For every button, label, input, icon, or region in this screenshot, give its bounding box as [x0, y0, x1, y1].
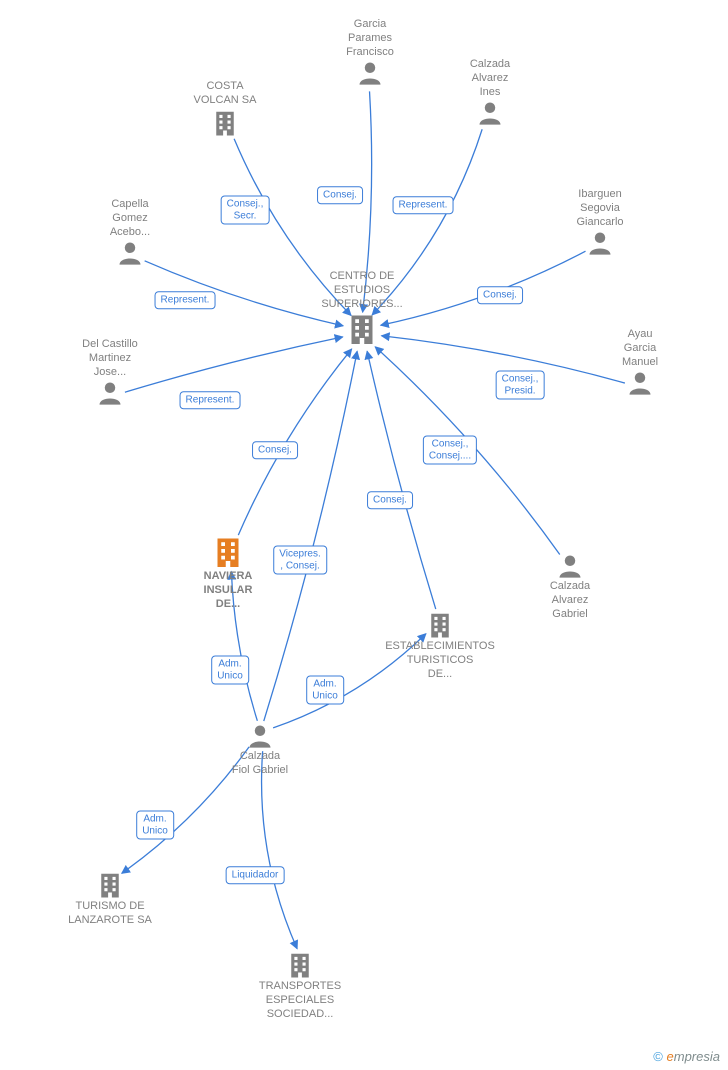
node-label: CalzadaFiol Gabriel [200, 750, 320, 778]
edge-label-garcia-centro: Consej. [317, 186, 363, 204]
node-label-line: Acebo... [70, 226, 190, 240]
copyright-symbol: © [653, 1049, 663, 1064]
node-label-line: Calzada [200, 750, 320, 764]
node-label: CapellaGomezAcebo... [70, 198, 190, 239]
edge-label-costa-centro: Consej., Secr. [221, 196, 270, 225]
node-label: CalzadaAlvarezGabriel [510, 580, 630, 621]
footer-credit: © empresia [653, 1049, 720, 1064]
node-garcia[interactable]: GarciaParamesFrancisco [310, 18, 430, 87]
node-label-line: Parames [310, 32, 430, 46]
node-label-line: Calzada [430, 58, 550, 72]
edge-label-naviera-centro: Consej. [252, 441, 298, 459]
node-label-line: ESTUDIOS [302, 284, 422, 298]
node-label-line: Del Castillo [50, 338, 170, 352]
edge-establec-centro [367, 351, 436, 609]
node-ibarguen[interactable]: IbarguenSegoviaGiancarlo [540, 188, 660, 257]
node-transp[interactable]: TRANSPORTESESPECIALESSOCIEDAD... [240, 950, 360, 1021]
node-label: ESTABLECIMIENTOSTURISTICOSDE... [380, 640, 500, 681]
node-label: Del CastilloMartinezJose... [50, 338, 170, 379]
node-label-line: INSULAR [168, 584, 288, 598]
edge-label-ayau-centro: Consej., Presid. [496, 371, 545, 400]
node-label: CalzadaAlvarezInes [430, 58, 550, 99]
node-label-line: Fiol Gabriel [200, 764, 320, 778]
node-label-line: VOLCAN SA [165, 94, 285, 108]
node-label-line: Francisco [310, 46, 430, 60]
node-label-line: Capella [70, 198, 190, 212]
edge-label-delcast-centro: Represent. [180, 391, 241, 409]
node-label: COSTAVOLCAN SA [165, 80, 285, 108]
edge-fiol-transp [262, 751, 298, 949]
edge-label-fiol-centro: Vicepres. , Consej. [273, 546, 327, 575]
node-label-line: Gomez [70, 212, 190, 226]
brand-first-letter: e [667, 1049, 674, 1064]
node-centro[interactable]: CENTRO DEESTUDIOSSUPERIORES... [302, 270, 422, 347]
node-label-line: Jose... [50, 366, 170, 380]
node-label-line: CENTRO DE [302, 270, 422, 284]
node-capella[interactable]: CapellaGomezAcebo... [70, 198, 190, 267]
node-label-line: Garcia [580, 342, 700, 356]
node-naviera[interactable]: NAVIERAINSULARDE... [168, 534, 288, 611]
node-label-line: Ines [430, 86, 550, 100]
node-label-line: TURISMO DE [50, 900, 170, 914]
node-label: CENTRO DEESTUDIOSSUPERIORES... [302, 270, 422, 311]
node-label-line: Alvarez [510, 594, 630, 608]
node-costa[interactable]: COSTAVOLCAN SA [165, 80, 285, 138]
edge-label-capella-centro: Represent. [155, 291, 216, 309]
brand-rest: mpresia [674, 1049, 720, 1064]
edge-label-calzada_i-centro: Represent. [393, 196, 454, 214]
node-label-line: Martinez [50, 352, 170, 366]
node-label: NAVIERAINSULARDE... [168, 570, 288, 611]
node-ayau[interactable]: AyauGarciaManuel [580, 328, 700, 397]
node-label-line: Manuel [580, 356, 700, 370]
node-label-line: COSTA [165, 80, 285, 94]
node-label: AyauGarciaManuel [580, 328, 700, 369]
node-calzada_g[interactable]: CalzadaAlvarezGabriel [510, 552, 630, 621]
node-label: IbarguenSegoviaGiancarlo [540, 188, 660, 229]
node-label-line: SUPERIORES... [302, 298, 422, 312]
node-turismo[interactable]: TURISMO DELANZAROTE SA [50, 870, 170, 928]
node-label-line: Gabriel [510, 608, 630, 622]
node-label-line: Calzada [510, 580, 630, 594]
node-label-line: Ayau [580, 328, 700, 342]
node-label-line: Segovia [540, 202, 660, 216]
node-calzada_i[interactable]: CalzadaAlvarezInes [430, 58, 550, 127]
node-label-line: ESPECIALES [240, 994, 360, 1008]
node-label-line: TRANSPORTES [240, 980, 360, 994]
node-fiol[interactable]: CalzadaFiol Gabriel [200, 722, 320, 778]
node-delcast[interactable]: Del CastilloMartinezJose... [50, 338, 170, 407]
node-label-line: NAVIERA [168, 570, 288, 584]
node-label: GarciaParamesFrancisco [310, 18, 430, 59]
node-label-line: DE... [380, 668, 500, 682]
node-label-line: TURISTICOS [380, 654, 500, 668]
node-label-line: LANZAROTE SA [50, 914, 170, 928]
edge-label-fiol-transp: Liquidador [226, 866, 285, 884]
node-establec[interactable]: ESTABLECIMIENTOSTURISTICOSDE... [380, 610, 500, 681]
edge-label-fiol-turismo: Adm. Unico [136, 811, 174, 840]
node-label-line: DE... [168, 598, 288, 612]
node-label-line: Alvarez [430, 72, 550, 86]
node-label-line: Ibarguen [540, 188, 660, 202]
node-label-line: SOCIEDAD... [240, 1008, 360, 1022]
node-label-line: Giancarlo [540, 216, 660, 230]
edge-label-fiol-naviera: Adm. Unico [211, 656, 249, 685]
edge-label-calzada_g-centro: Consej., Consej.... [423, 436, 477, 465]
edge-label-fiol-establec: Adm. Unico [306, 676, 344, 705]
node-label-line: Garcia [310, 18, 430, 32]
node-label: TRANSPORTESESPECIALESSOCIEDAD... [240, 980, 360, 1021]
edge-label-establec-centro: Consej. [367, 491, 413, 509]
node-label-line: ESTABLECIMIENTOS [380, 640, 500, 654]
edge-label-ibarguen-centro: Consej. [477, 286, 523, 304]
node-label: TURISMO DELANZAROTE SA [50, 900, 170, 928]
